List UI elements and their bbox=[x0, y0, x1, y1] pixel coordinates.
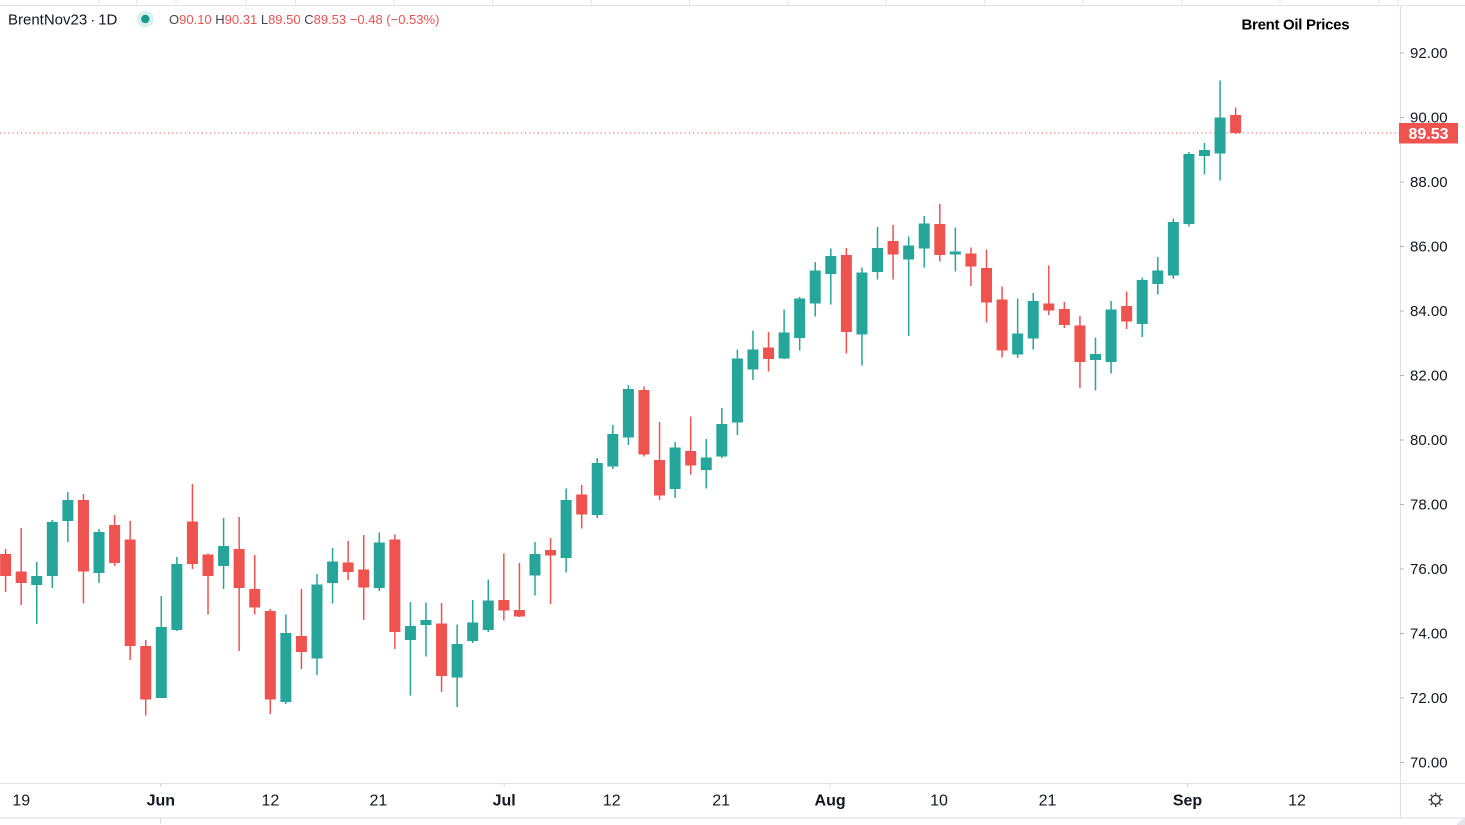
svg-text:86.00: 86.00 bbox=[1410, 239, 1448, 256]
svg-text:90.00: 90.00 bbox=[1410, 110, 1448, 127]
svg-text:92.00: 92.00 bbox=[1410, 45, 1448, 62]
svg-text:76.00: 76.00 bbox=[1410, 561, 1448, 578]
svg-text:Brent Oil Prices: Brent Oil Prices bbox=[1242, 17, 1350, 34]
svg-text:12: 12 bbox=[1288, 793, 1306, 810]
svg-text:19: 19 bbox=[12, 793, 30, 810]
svg-text:12: 12 bbox=[262, 793, 280, 810]
svg-text:21: 21 bbox=[1039, 793, 1057, 810]
svg-text:BrentNov23 · 1D: BrentNov23 · 1D bbox=[8, 12, 118, 29]
svg-text:12: 12 bbox=[603, 793, 621, 810]
svg-text:Aug: Aug bbox=[815, 793, 846, 810]
svg-text:21: 21 bbox=[712, 793, 730, 810]
svg-text:84.00: 84.00 bbox=[1410, 303, 1448, 320]
svg-text:88.00: 88.00 bbox=[1410, 174, 1448, 191]
svg-text:70.00: 70.00 bbox=[1410, 755, 1448, 772]
svg-text:21: 21 bbox=[370, 793, 388, 810]
svg-text:72.00: 72.00 bbox=[1410, 690, 1448, 707]
svg-text:74.00: 74.00 bbox=[1410, 626, 1448, 643]
svg-text:Jun: Jun bbox=[147, 793, 175, 810]
svg-text:Jul: Jul bbox=[493, 793, 516, 810]
svg-text:78.00: 78.00 bbox=[1410, 497, 1448, 514]
svg-text:82.00: 82.00 bbox=[1410, 368, 1448, 385]
svg-text:80.00: 80.00 bbox=[1410, 432, 1448, 449]
svg-text:O90.10 H90.31 L89.50 C89.53 −0: O90.10 H90.31 L89.50 C89.53 −0.48 (−0.53… bbox=[169, 12, 439, 27]
svg-text:10: 10 bbox=[930, 793, 948, 810]
svg-text:Sep: Sep bbox=[1173, 793, 1203, 810]
svg-text:89.53: 89.53 bbox=[1408, 126, 1448, 143]
